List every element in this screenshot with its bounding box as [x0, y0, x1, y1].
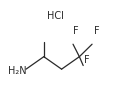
Text: HCl: HCl [47, 11, 64, 21]
Text: F: F [84, 55, 90, 65]
Text: H₂N: H₂N [8, 66, 26, 76]
Text: F: F [73, 26, 79, 36]
Text: F: F [94, 26, 99, 36]
